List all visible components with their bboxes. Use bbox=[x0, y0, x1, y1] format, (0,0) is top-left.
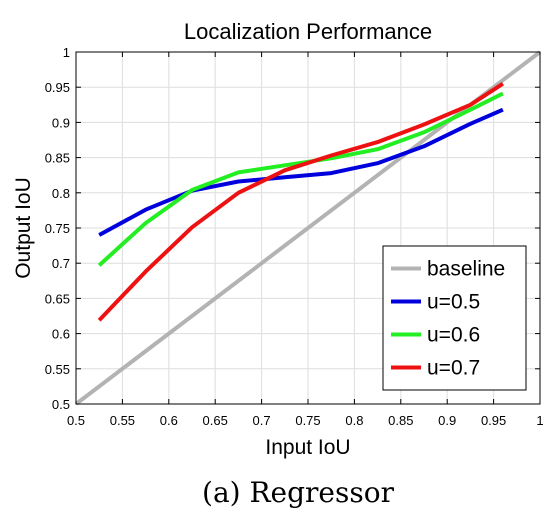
x-tick-label: 0.8 bbox=[345, 413, 363, 428]
series-line-baseline bbox=[74, 50, 542, 406]
legend: baseline u=0.5 u=0.6 u=0.7 bbox=[382, 245, 527, 391]
y-tick-label: 0.7 bbox=[52, 256, 70, 271]
y-tick-label: 0.6 bbox=[52, 327, 70, 342]
x-tick-label: 0.65 bbox=[203, 413, 228, 428]
y-tick-label: 0.75 bbox=[45, 221, 70, 236]
y-axis-label: Output IoU bbox=[12, 177, 35, 279]
y-tick-label: 0.95 bbox=[45, 80, 70, 95]
x-axis-label: Input IoU bbox=[265, 436, 350, 459]
x-tick-label: 0.5 bbox=[67, 413, 85, 428]
x-tick-label: 0.85 bbox=[388, 413, 413, 428]
x-tick-label: 1 bbox=[536, 413, 543, 428]
y-tick-label: 0.85 bbox=[45, 151, 70, 166]
legend-label: u=0.6 bbox=[427, 324, 480, 347]
y-tick-label: 0.55 bbox=[45, 362, 70, 377]
chart-title: Localization Performance bbox=[184, 19, 432, 44]
x-tick-label: 0.9 bbox=[438, 413, 456, 428]
figure-caption: (a) Regressor bbox=[202, 476, 395, 509]
y-tick-label: 0.5 bbox=[52, 397, 70, 412]
y-tick-label: 0.9 bbox=[52, 115, 70, 130]
series-line-u-0-7 bbox=[97, 82, 504, 322]
x-tick-label: 0.75 bbox=[295, 413, 320, 428]
legend-label: baseline bbox=[427, 258, 505, 281]
series-layer bbox=[74, 50, 542, 406]
ticks: 0.5 0.55 0.6 0.65 0.7 0.75 0.8 0.85 0.9 0.95 1 0.5 0… bbox=[45, 45, 544, 428]
legend-label: u=0.5 bbox=[427, 291, 480, 314]
legend-label: u=0.7 bbox=[427, 357, 480, 380]
series-line-u-0-5 bbox=[98, 107, 504, 237]
y-tick-label: 0.8 bbox=[52, 186, 70, 201]
x-tick-label: 0.95 bbox=[481, 413, 506, 428]
y-tick-label: 1 bbox=[63, 45, 70, 60]
x-tick-label: 0.6 bbox=[160, 413, 178, 428]
series-line-u-0-6 bbox=[97, 91, 504, 267]
y-tick-label: 0.65 bbox=[45, 291, 70, 306]
x-tick-label: 0.55 bbox=[110, 413, 135, 428]
x-tick-label: 0.7 bbox=[253, 413, 271, 428]
